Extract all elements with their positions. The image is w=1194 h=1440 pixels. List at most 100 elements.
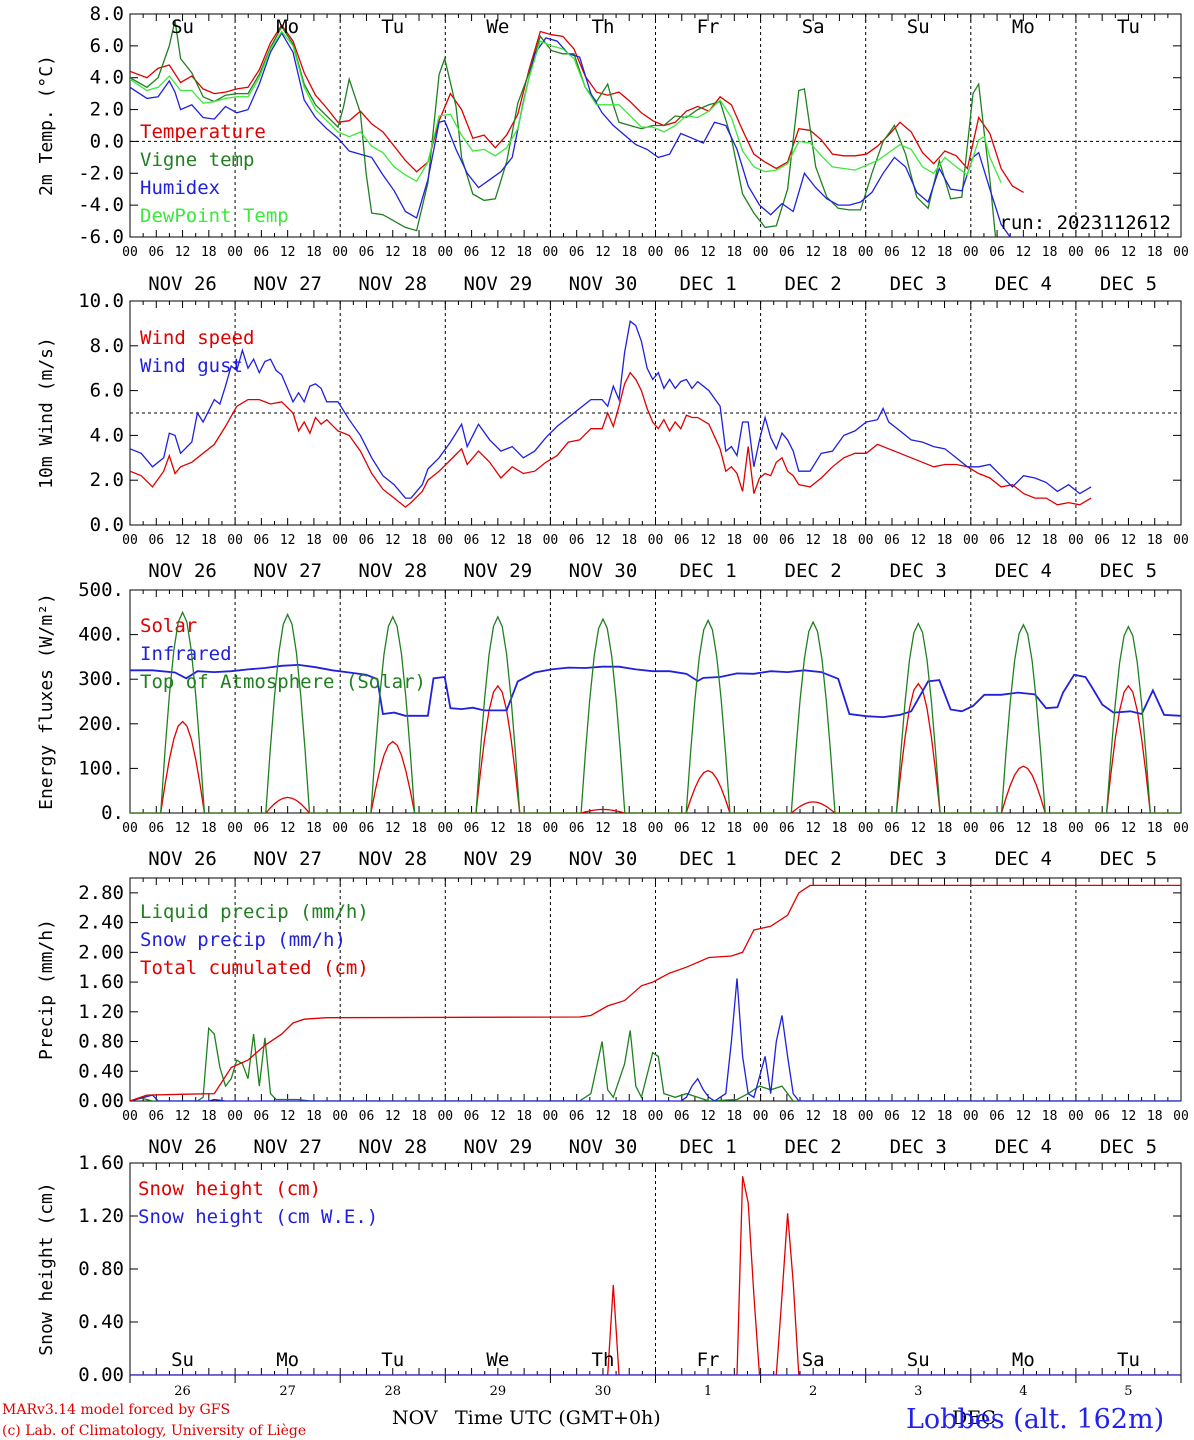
- y-tick-label: 0.0: [90, 130, 124, 152]
- x-hour-label: 06: [569, 821, 585, 836]
- weekday-label: Mo: [276, 1349, 299, 1371]
- x-hour-label: 18: [1042, 245, 1058, 260]
- y-tick-label: 200.: [78, 713, 124, 735]
- weekday-label: Tu: [381, 1349, 404, 1371]
- x-hour-label: 12: [910, 245, 926, 260]
- x-hour-label: 12: [700, 533, 716, 548]
- legend-entry: Snow height (cm): [138, 1178, 321, 1200]
- x-hour-label: 06: [1094, 533, 1110, 548]
- x-hour-label: 06: [254, 1109, 270, 1124]
- x-hour-label: 18: [832, 533, 848, 548]
- x-hour-label: 06: [359, 533, 375, 548]
- x-hour-label: 06: [989, 1109, 1005, 1124]
- x-hour-label: 18: [516, 245, 532, 260]
- x-hour-label: 00: [753, 533, 769, 548]
- x-hour-label: 00: [1068, 1109, 1084, 1124]
- y-tick-label: 0.: [101, 802, 124, 824]
- x-hour-label: 12: [1016, 245, 1032, 260]
- y-axis-label: 10m Wind (m/s): [36, 337, 57, 489]
- x-day-label: DEC 5: [1100, 848, 1157, 870]
- weekday-label: Su: [171, 16, 194, 38]
- x-hour-label: 18: [726, 245, 742, 260]
- legend-entry: Total cumulated (cm): [140, 957, 369, 979]
- x-hour-label: 06: [148, 821, 164, 836]
- x-hour-label: 18: [621, 245, 637, 260]
- x-day-label: NOV 29: [464, 1136, 533, 1158]
- x-hour-label: 12: [910, 1109, 926, 1124]
- x-hour-label: 18: [1042, 1109, 1058, 1124]
- x-hour-label: 00: [332, 821, 348, 836]
- x-day-label: NOV 26: [148, 1136, 217, 1158]
- x-hour-label: 00: [1068, 245, 1084, 260]
- x-hour-label: 18: [306, 821, 322, 836]
- x-hour-label: 18: [411, 533, 427, 548]
- x-hour-label: 12: [385, 533, 401, 548]
- legend-entry: Wind gust: [140, 355, 243, 377]
- weekday-label: Tu: [1117, 16, 1140, 38]
- legend-entry: Temperature: [140, 121, 266, 143]
- x-hour-label: 12: [490, 1109, 506, 1124]
- x-day-label: DEC 3: [890, 1136, 947, 1158]
- x-hour-label: 06: [884, 821, 900, 836]
- x-day-label: NOV 27: [253, 1136, 322, 1158]
- x-hour-label: 12: [1121, 821, 1137, 836]
- x-hour-label: 00: [122, 533, 138, 548]
- x-hour-label: 00: [963, 821, 979, 836]
- month-label-nov: NOV: [392, 1407, 438, 1429]
- y-axis-label: Snow height (cm): [36, 1182, 57, 1355]
- x-hour-label: 12: [175, 821, 191, 836]
- weekday-label: Sa: [802, 16, 825, 38]
- x-day-label: DEC 1: [679, 273, 736, 295]
- x-hour-label: 06: [674, 533, 690, 548]
- x-day-label: NOV 26: [148, 273, 217, 295]
- x-hour-label: 00: [1068, 533, 1084, 548]
- x-hour-label: 12: [175, 245, 191, 260]
- x-hour-label: 18: [832, 245, 848, 260]
- y-tick-label: 2.0: [90, 469, 124, 491]
- day-number-label: 4: [1019, 1384, 1027, 1399]
- x-hour-label: 12: [700, 245, 716, 260]
- x-hour-label: 12: [595, 533, 611, 548]
- legend-entry: DewPoint Temp: [140, 205, 289, 227]
- y-tick-label: 10.0: [78, 290, 124, 312]
- y-tick-label: 1.20: [78, 1001, 124, 1023]
- x-hour-label: 06: [779, 245, 795, 260]
- run-label: run: 2023112612: [999, 212, 1171, 234]
- x-hour-label: 18: [832, 1109, 848, 1124]
- chart-panel-1: -6.0 -4.0 -2.0 0.0 2.0 4.0 6.0 8.0 2m Temp. (°C)…: [36, 3, 1189, 295]
- x-hour-label: 12: [490, 533, 506, 548]
- y-tick-label: 2.0: [90, 99, 124, 121]
- x-day-label: DEC 2: [785, 560, 842, 582]
- weekday-label: We: [486, 1349, 509, 1371]
- x-hour-label: 18: [1042, 533, 1058, 548]
- x-hour-label: 00: [437, 821, 453, 836]
- y-tick-label: -6.0: [78, 226, 124, 248]
- x-hour-label: 00: [1068, 821, 1084, 836]
- x-hour-label: 06: [884, 533, 900, 548]
- series-line-total-cumulated-cm: [130, 884, 1181, 1101]
- x-hour-label: 06: [674, 821, 690, 836]
- y-tick-label: 0.80: [78, 1258, 124, 1280]
- x-hour-label: 00: [648, 821, 664, 836]
- series-line-snow-precip-mm-h: [130, 978, 1181, 1101]
- x-hour-label: 00: [753, 245, 769, 260]
- weekday-label: Th: [592, 16, 615, 38]
- weekday-label: We: [486, 16, 509, 38]
- x-hour-label: 12: [1121, 533, 1137, 548]
- x-day-label: DEC 4: [995, 848, 1052, 870]
- legend-entry: Snow height (cm W.E.): [138, 1206, 378, 1228]
- y-tick-label: 1.60: [78, 1152, 124, 1174]
- x-hour-label: 12: [385, 821, 401, 836]
- station-label: Lobbes (alt. 162m): [906, 1404, 1164, 1435]
- y-tick-label: 2.80: [78, 882, 124, 904]
- day-number-label: 30: [595, 1384, 612, 1399]
- legend-entry: Solar: [140, 615, 197, 637]
- x-hour-label: 06: [464, 533, 480, 548]
- x-hour-label: 00: [227, 1109, 243, 1124]
- x-hour-label: 12: [490, 821, 506, 836]
- y-tick-label: 0.00: [78, 1364, 124, 1386]
- x-hour-label: 06: [779, 821, 795, 836]
- x-hour-label: 12: [805, 245, 821, 260]
- x-hour-label: 12: [700, 1109, 716, 1124]
